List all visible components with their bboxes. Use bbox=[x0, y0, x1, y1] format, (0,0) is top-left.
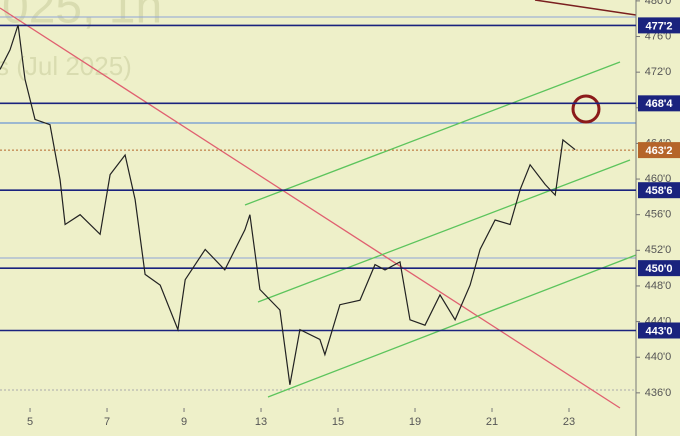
level-label: 463'2 bbox=[645, 145, 672, 157]
level-label: 443'0 bbox=[645, 325, 672, 337]
level-box bbox=[638, 182, 680, 199]
trend-line bbox=[0, 7, 621, 409]
y-tick-label: 480'0 bbox=[645, 0, 672, 7]
x-tick-label: 13 bbox=[255, 416, 267, 428]
y-tick-label: 476'0 bbox=[645, 30, 672, 42]
level-box bbox=[638, 322, 680, 339]
y-tick-label: 436'0 bbox=[645, 387, 672, 399]
channel-line bbox=[267, 254, 637, 398]
y-tick-label: 460'0 bbox=[645, 173, 672, 185]
x-tick-label: 5 bbox=[27, 416, 33, 428]
watermark: s (Jul 2025) bbox=[0, 51, 132, 81]
level-box bbox=[638, 142, 680, 159]
level-box bbox=[638, 95, 680, 112]
channel-line bbox=[257, 159, 631, 303]
target-circle bbox=[571, 94, 601, 124]
price-line bbox=[0, 24, 576, 385]
y-tick-label: 440'0 bbox=[645, 351, 672, 363]
level-label: 458'6 bbox=[645, 185, 672, 197]
x-tick-label: 15 bbox=[332, 416, 344, 428]
y-tick-label: 448'0 bbox=[645, 280, 672, 292]
y-tick-label: 456'0 bbox=[645, 209, 672, 221]
x-tick-label: 19 bbox=[409, 416, 421, 428]
level-label: 450'0 bbox=[645, 263, 672, 275]
x-tick-label: 7 bbox=[104, 416, 110, 428]
trend-line bbox=[534, 0, 637, 16]
level-box bbox=[638, 17, 680, 34]
level-label: 477'2 bbox=[645, 20, 672, 32]
y-tick-label: 472'0 bbox=[645, 66, 672, 78]
x-tick-label: 9 bbox=[181, 416, 187, 428]
drawings bbox=[0, 0, 637, 409]
x-tick-label: 23 bbox=[563, 416, 575, 428]
x-tick-label: 21 bbox=[486, 416, 498, 428]
level-label: 468'4 bbox=[645, 98, 673, 110]
level-box bbox=[638, 260, 680, 277]
y-tick-label: 452'0 bbox=[645, 244, 672, 256]
channel-line bbox=[244, 61, 621, 206]
